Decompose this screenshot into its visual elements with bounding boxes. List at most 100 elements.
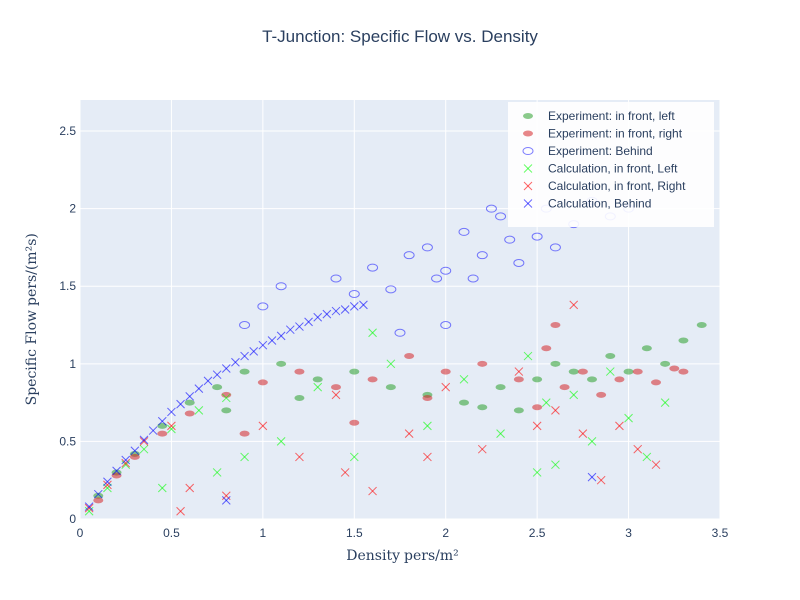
data-point (596, 391, 607, 398)
data-point (240, 351, 249, 361)
data-point (587, 437, 597, 446)
data-point (221, 393, 231, 403)
data-point (551, 460, 560, 470)
data-point (275, 282, 287, 291)
x-tick-label: 3 (625, 526, 632, 540)
legend-item[interactable]: Experiment: Behind (548, 144, 653, 158)
data-point (93, 497, 104, 504)
legend-item[interactable]: Experiment: in front, left (548, 109, 675, 123)
y-tick-label: 0.5 (59, 434, 76, 448)
data-point (349, 302, 359, 311)
data-point (258, 340, 268, 350)
data-point (514, 367, 524, 376)
data-point (93, 489, 103, 499)
data-point (148, 426, 158, 435)
data-point (276, 360, 287, 367)
legend-item[interactable]: Calculation, in front, Right (548, 179, 686, 193)
data-point (276, 331, 286, 341)
data-point (139, 435, 149, 445)
data-point (221, 391, 232, 398)
legend-item[interactable]: Calculation, in front, Left (548, 162, 678, 176)
data-point (431, 274, 443, 283)
data-point (322, 309, 332, 319)
data-point (239, 430, 250, 437)
data-point (294, 368, 305, 375)
data-point (458, 227, 470, 236)
data-point (385, 384, 396, 391)
data-point (476, 251, 488, 260)
data-point (212, 468, 222, 477)
data-point (633, 444, 643, 454)
data-point (203, 376, 213, 386)
y-axis-title: Specific Flow (24, 310, 40, 405)
data-point (423, 421, 432, 431)
data-point (185, 392, 195, 401)
data-point (111, 472, 122, 479)
series-4 (84, 300, 661, 516)
data-point (103, 480, 112, 490)
data-point (532, 468, 542, 477)
x-axis-title: Density (346, 548, 400, 564)
data-point (440, 321, 452, 330)
data-point (568, 368, 579, 375)
data-point (577, 368, 588, 375)
y-tick-label: 1.5 (59, 279, 76, 293)
data-point (513, 258, 525, 267)
data-point (348, 289, 360, 298)
data-point (194, 406, 204, 415)
x-tick-label: 0 (77, 526, 84, 540)
data-point (176, 506, 185, 516)
y-tick-label: 2.5 (59, 124, 76, 138)
data-point (678, 368, 689, 375)
data-point (257, 302, 269, 311)
data-point (184, 399, 195, 406)
data-point (495, 384, 506, 391)
legend-item[interactable]: Experiment: in front, right (548, 127, 683, 141)
data-point (367, 263, 379, 272)
data-point (359, 300, 368, 310)
data-point (313, 312, 323, 322)
data-point (304, 317, 313, 327)
data-point (495, 212, 507, 221)
data-point (112, 466, 121, 476)
data-point (331, 306, 341, 316)
y-tick-label: 2 (69, 202, 76, 216)
data-point (541, 398, 551, 407)
data-point (404, 353, 415, 360)
data-point (440, 368, 451, 375)
data-point (176, 399, 185, 409)
data-point (157, 430, 168, 437)
data-point (103, 483, 112, 493)
data-point (477, 444, 487, 454)
x-tick-label: 2 (442, 526, 449, 540)
data-point (678, 337, 689, 344)
series-1 (93, 322, 689, 504)
data-point (642, 452, 652, 462)
data-point (532, 421, 542, 431)
data-point (258, 421, 268, 431)
data-point (139, 444, 149, 454)
data-point (294, 394, 305, 401)
data-point (212, 384, 223, 391)
data-point (367, 376, 378, 383)
data-point (295, 322, 304, 331)
data-point (295, 452, 304, 462)
data-point (349, 368, 360, 375)
y-tick-label: 0 (69, 512, 76, 526)
data-point (578, 429, 588, 439)
ticks: 0 0.5 1 1.5 2 2.5 3 3.5 0 0.5 1 1.5 2 2.5 (59, 124, 728, 540)
data-point (157, 416, 167, 426)
data-point (624, 413, 633, 423)
legend-item[interactable]: Calculation, Behind (548, 197, 651, 211)
x-tick-label: 1 (260, 526, 267, 540)
data-point (349, 452, 359, 462)
data-point (313, 382, 323, 392)
data-point (194, 384, 204, 393)
data-point (485, 204, 497, 213)
data-point (549, 243, 561, 252)
data-point (531, 232, 543, 241)
data-point (423, 452, 432, 462)
data-point (240, 452, 249, 462)
data-point (257, 379, 268, 386)
data-point (231, 357, 240, 367)
